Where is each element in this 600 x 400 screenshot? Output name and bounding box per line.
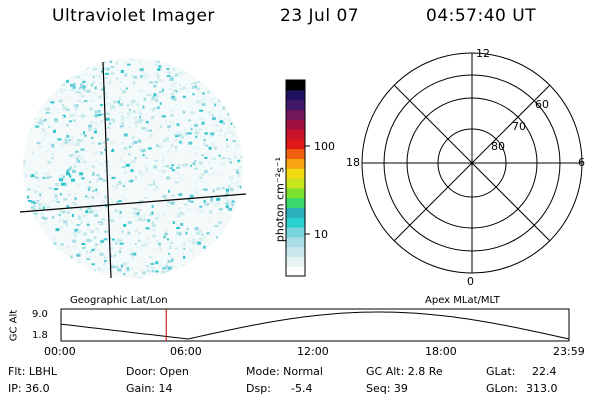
- colorbar-segment: [286, 109, 305, 120]
- colorbar-segment: [286, 119, 305, 130]
- altitude-axis-label: GC Alt: [8, 309, 20, 342]
- x-tick-1800: 18:00: [425, 345, 457, 358]
- x-tick-0600: 06:00: [170, 345, 202, 358]
- colorbar-segment: [286, 246, 305, 257]
- status-mode: Mode: Normal: [246, 365, 323, 378]
- colorbar-segment: [286, 138, 305, 150]
- x-tick-1200: 12:00: [297, 345, 329, 358]
- polar-label-0: 0: [467, 275, 474, 288]
- parallel-line: [19, 193, 247, 213]
- ring-label-70: 70: [512, 120, 526, 133]
- colorbar-segment: [286, 187, 305, 199]
- colorbar-segment: [286, 158, 305, 169]
- colorbar-unit-label: photon cm⁻²s⁻¹: [273, 156, 287, 243]
- instrument-title: Ultraviolet Imager: [52, 6, 215, 26]
- status-glat-label: GLat:: [486, 365, 516, 378]
- colorbar-segment: [286, 80, 305, 91]
- ring-label-80: 80: [491, 140, 505, 153]
- altitude-plot: [60, 308, 570, 342]
- colorbar-segment: [286, 148, 305, 159]
- colorbar-segment: [286, 207, 305, 218]
- colorbar-tick-100: 100: [314, 140, 335, 153]
- colorbar-segment: [286, 256, 305, 267]
- apex-caption: Apex MLat/MLT: [425, 295, 500, 306]
- polar-label-12: 12: [476, 47, 490, 60]
- time-label: 04:57:40 UT: [426, 6, 537, 26]
- polar-label-6: 6: [578, 156, 585, 169]
- x-tick-0000: 00:00: [44, 345, 76, 358]
- status-dsp-value: -5.4: [291, 382, 313, 395]
- status-glat-value: 22.4: [532, 365, 557, 378]
- intensity-colorbar: [285, 79, 306, 277]
- polar-label-18: 18: [346, 156, 360, 169]
- colorbar-segment: [286, 99, 305, 110]
- colorbar-segment: [286, 178, 305, 189]
- status-door: Door: Open: [126, 365, 189, 378]
- colorbar-segment: [286, 129, 305, 140]
- ring-label-60: 60: [535, 98, 549, 111]
- altitude-tick-top: 9.0: [32, 309, 48, 320]
- status-dsp-label: Dsp:: [246, 382, 271, 395]
- meridian-line: [102, 61, 112, 279]
- x-tick-2359: 23:59: [553, 345, 585, 358]
- colorbar-segment: [286, 89, 305, 101]
- colorbar-segment: [286, 236, 305, 248]
- status-gc-alt: GC Alt: 2.8 Re: [366, 365, 443, 378]
- status-seq: Seq: 39: [366, 382, 408, 395]
- geographic-caption: Geographic Lat/Lon: [70, 295, 168, 306]
- altitude-tick-bottom: 1.8: [32, 330, 48, 341]
- colorbar-segment: [286, 227, 305, 238]
- colorbar-tick-10: 10: [314, 228, 328, 241]
- polar-grid: [361, 52, 583, 274]
- status-ip: IP: 36.0: [8, 382, 50, 395]
- colorbar-segment: [286, 168, 305, 179]
- status-glon-label: GLon:: [486, 382, 518, 395]
- colorbar-segment: [286, 197, 305, 208]
- colorbar-ticks: [305, 145, 310, 235]
- status-flt: Flt: LBHL: [8, 365, 57, 378]
- status-glon-value: 313.0: [526, 382, 558, 395]
- colorbar-segment: [286, 266, 305, 277]
- status-gain: Gain: 14: [126, 382, 173, 395]
- colorbar-segment: [286, 217, 305, 228]
- colorbar-border: [285, 79, 306, 277]
- geographic-image-disk: [19, 58, 247, 279]
- date-label: 23 Jul 07: [280, 6, 360, 26]
